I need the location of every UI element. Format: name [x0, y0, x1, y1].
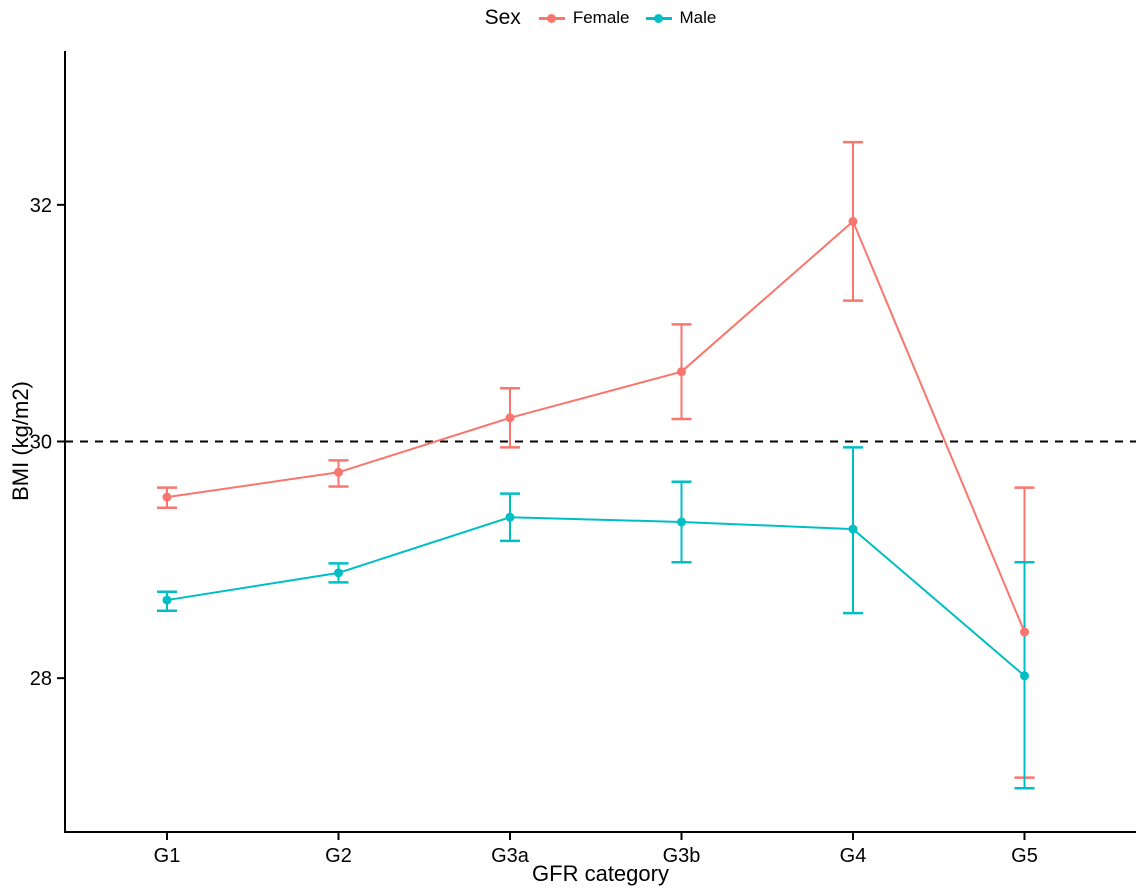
data-point-female-g4 [848, 216, 858, 226]
x-tick-label: G3a [491, 845, 530, 867]
legend-label-female: Female [572, 8, 630, 27]
y-tick-label: 32 [30, 195, 52, 217]
data-point-male-g4 [848, 524, 858, 534]
series-points-male [162, 512, 1029, 681]
x-axis-title: GFR category [532, 861, 669, 886]
legend-title: Sex [484, 6, 521, 29]
data-point-male-g3a [505, 512, 515, 522]
legend-label-male: Male [679, 8, 717, 27]
data-point-male-g5 [1020, 671, 1029, 681]
data-point-male-g3b [677, 517, 686, 527]
data-point-female-g3b [677, 367, 686, 377]
data-point-female-g5 [1020, 627, 1029, 637]
data-point-female-g1 [162, 492, 172, 502]
x-tick-label: G1 [154, 845, 181, 867]
x-tick-label: G5 [1011, 845, 1038, 867]
series-points-female [162, 216, 1029, 637]
data-point-male-g2 [334, 568, 343, 578]
series-line-male [166, 516, 1026, 677]
legend-item-female: Female [538, 8, 630, 28]
x-tick-label: G3b [663, 845, 701, 867]
errorbars-male [157, 446, 1035, 790]
legend: Sex Female Male [65, 2, 1136, 34]
x-tick-label: G2 [325, 845, 352, 867]
male-line-point-icon [645, 11, 672, 25]
data-point-female-g2 [334, 467, 343, 477]
errorbars-female [157, 140, 1035, 779]
series-line-female [166, 219, 1026, 633]
y-tick-label: 28 [30, 668, 52, 690]
female-line-point-icon [538, 11, 565, 25]
y-axis-title: BMI (kg/m2) [8, 381, 33, 501]
x-tick-label: G4 [840, 845, 867, 867]
data-point-male-g1 [162, 595, 172, 605]
legend-item-male: Male [645, 8, 717, 28]
data-point-female-g3a [505, 413, 515, 423]
y-tick-label: 30 [30, 432, 52, 454]
